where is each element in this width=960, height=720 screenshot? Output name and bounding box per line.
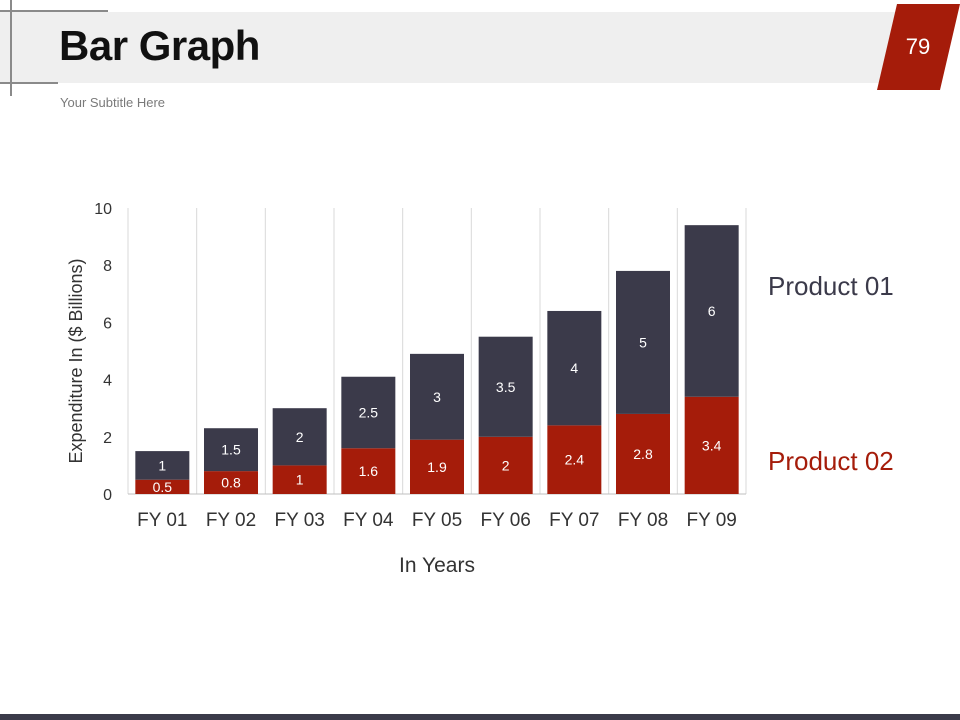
bar-product-02 bbox=[616, 413, 670, 494]
bar-value-label: 4 bbox=[570, 360, 578, 376]
bar-value-label: 1.9 bbox=[427, 459, 447, 475]
y-tick-label: 2 bbox=[103, 430, 112, 447]
bar-product-01 bbox=[410, 353, 464, 440]
page-number-badge bbox=[877, 4, 960, 90]
bar-product-02 bbox=[135, 479, 190, 494]
y-tick-label: 6 bbox=[103, 315, 112, 332]
bar-value-label: 6 bbox=[708, 303, 716, 319]
y-tick-label: 10 bbox=[94, 201, 112, 218]
x-tick-label: FY 05 bbox=[412, 510, 462, 531]
bar-value-label: 3.4 bbox=[702, 437, 722, 453]
page-number: 79 bbox=[905, 34, 931, 59]
bar-value-label: 1 bbox=[158, 457, 166, 473]
bar-value-label: 2.5 bbox=[359, 404, 379, 420]
corner-line-horizontal-lower bbox=[0, 82, 58, 84]
bar-product-01 bbox=[547, 310, 602, 426]
page-number-badge-shape bbox=[877, 4, 960, 90]
bar-value-label: 2 bbox=[296, 429, 304, 445]
x-tick-label: FY 03 bbox=[274, 510, 324, 531]
bar-value-label: 0.5 bbox=[153, 479, 173, 495]
bar-product-02 bbox=[341, 448, 396, 494]
chart-bars bbox=[135, 225, 739, 494]
bar-value-label: 2.4 bbox=[565, 452, 585, 468]
header-band bbox=[0, 12, 900, 83]
chart-labels: 0 2 4 6 8 10 0.5 1 FY 01 0.8 1.5 FY 02 1 2 FY 03 1.6 2.5… bbox=[66, 201, 737, 577]
bar-product-02 bbox=[272, 465, 327, 494]
y-axis-title: Expenditure In ($ Billions) bbox=[66, 258, 86, 463]
bar-product-02 bbox=[204, 471, 258, 494]
bar-value-label: 5 bbox=[639, 334, 647, 350]
page-subtitle: Your Subtitle Here bbox=[60, 95, 166, 110]
x-tick-label: FY 06 bbox=[480, 510, 530, 531]
y-tick-label: 0 bbox=[103, 487, 112, 504]
x-axis-title: In Years bbox=[399, 554, 475, 577]
footer-bar bbox=[0, 714, 960, 720]
legend-product-01: Product 01 bbox=[768, 271, 894, 301]
bar-value-label: 2.8 bbox=[633, 446, 653, 462]
x-tick-label: FY 04 bbox=[343, 510, 394, 531]
page-title: Bar Graph bbox=[59, 22, 260, 69]
bar-product-02 bbox=[410, 439, 464, 494]
bar-product-01 bbox=[478, 336, 533, 437]
bar-product-01 bbox=[135, 451, 190, 480]
x-tick-label: FY 01 bbox=[137, 510, 187, 531]
x-tick-label: FY 09 bbox=[686, 510, 736, 531]
corner-line-vertical bbox=[10, 0, 12, 96]
corner-line-horizontal bbox=[0, 10, 108, 12]
y-tick-label: 8 bbox=[103, 258, 112, 275]
bar-product-02 bbox=[547, 425, 602, 494]
bar-product-02 bbox=[684, 396, 739, 494]
legend-product-02: Product 02 bbox=[768, 446, 894, 476]
bar-product-01 bbox=[272, 408, 327, 466]
bar-value-label: 1.5 bbox=[221, 442, 241, 458]
bar-product-01 bbox=[341, 376, 396, 449]
bar-product-01 bbox=[204, 428, 258, 472]
x-tick-label: FY 08 bbox=[618, 510, 668, 531]
bar-value-label: 3.5 bbox=[496, 379, 516, 395]
bar-value-label: 0.8 bbox=[221, 475, 241, 491]
x-tick-label: FY 02 bbox=[206, 510, 256, 531]
bar-product-01 bbox=[684, 225, 739, 397]
bar-value-label: 2 bbox=[502, 457, 510, 473]
x-tick-label: FY 07 bbox=[549, 510, 599, 531]
y-tick-label: 4 bbox=[103, 373, 112, 390]
bar-product-01 bbox=[616, 270, 670, 414]
bar-value-label: 3 bbox=[433, 389, 441, 405]
bar-value-label: 1.6 bbox=[359, 463, 379, 479]
bar-value-label: 1 bbox=[296, 472, 304, 488]
bar-product-02 bbox=[478, 436, 533, 494]
